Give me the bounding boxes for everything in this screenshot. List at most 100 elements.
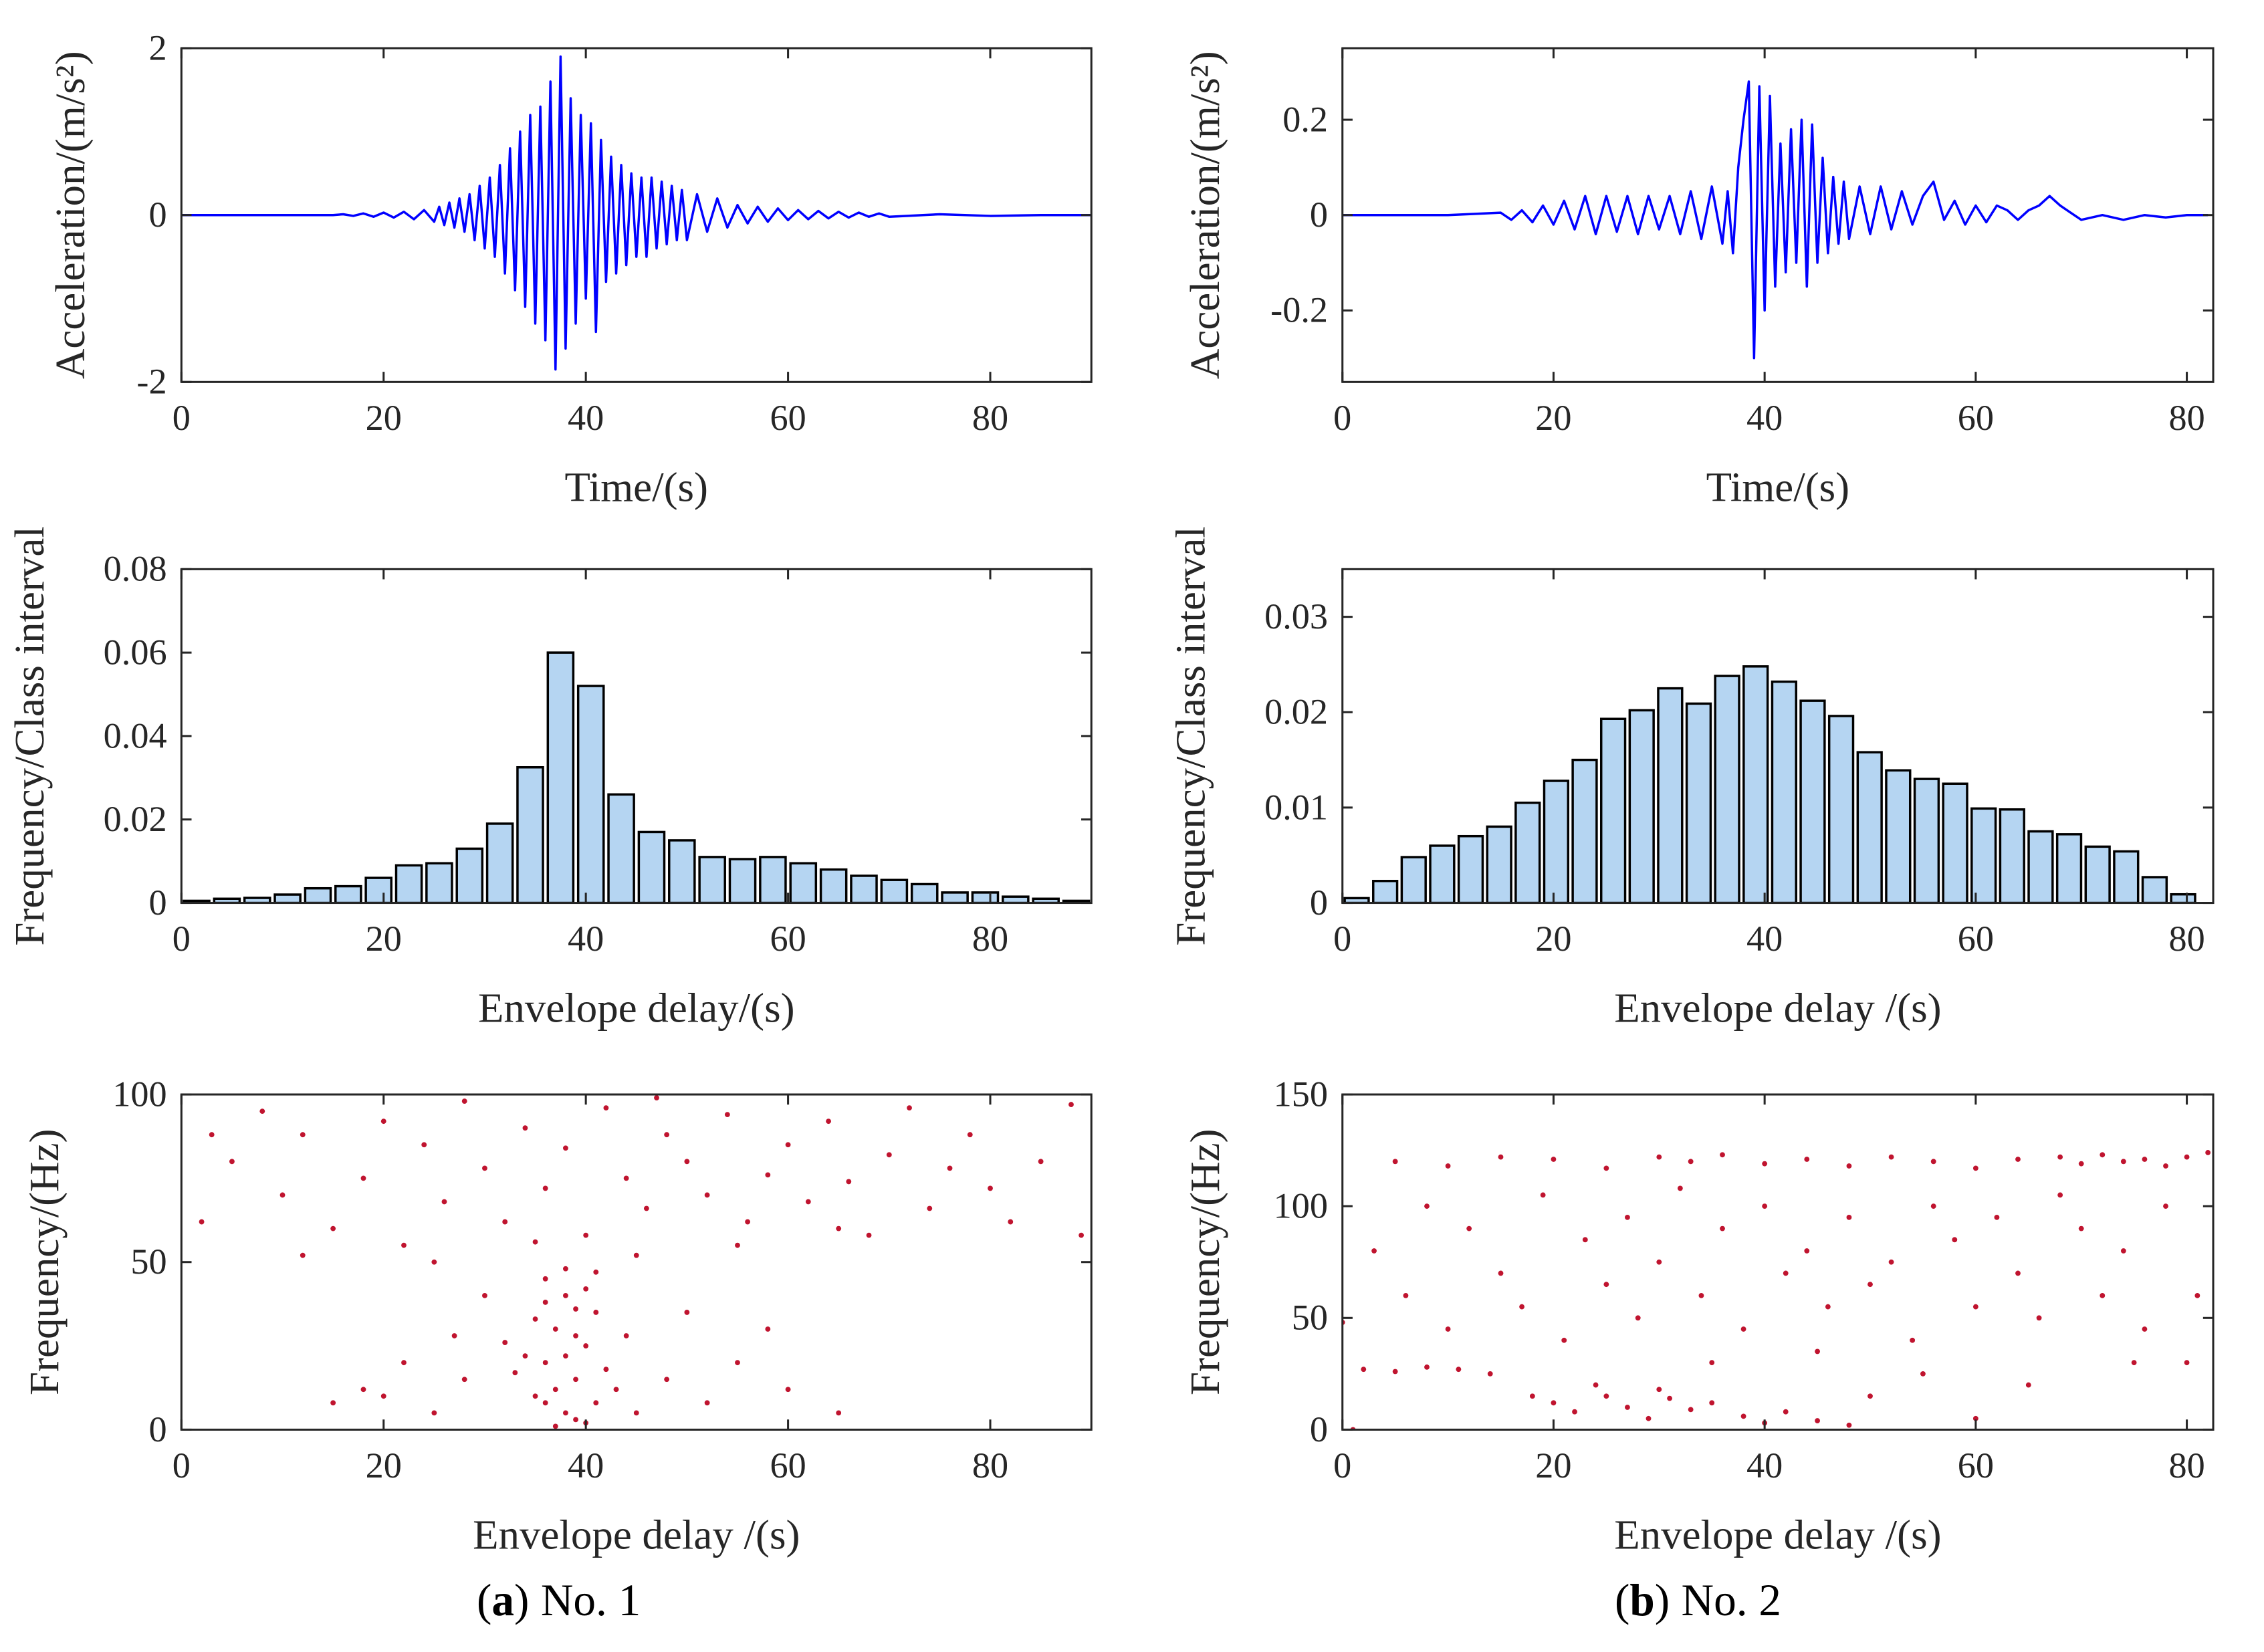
scatter-point <box>552 1423 558 1429</box>
scatter-point <box>542 1400 548 1406</box>
scatter-point <box>1972 1165 1978 1171</box>
caption-close: ) <box>1655 1575 1670 1625</box>
histogram-bar <box>1856 751 1883 903</box>
scatter-point <box>1656 1259 1662 1265</box>
scatter-point <box>1783 1409 1789 1415</box>
histogram-bar <box>2113 850 2140 903</box>
scatter-point <box>1635 1315 1641 1321</box>
histogram-bar <box>850 874 878 903</box>
scatter-point <box>542 1276 548 1282</box>
scatter-point <box>765 1326 771 1332</box>
histogram-bar <box>1514 802 1541 903</box>
y-tick-label: 0.04 <box>104 715 167 755</box>
scatter-point <box>633 1252 639 1258</box>
plot-area <box>181 55 1092 371</box>
scatter-point <box>613 1387 619 1393</box>
scatter-point <box>300 1132 306 1138</box>
caption-text: No. 1 <box>541 1575 641 1625</box>
x-tick-label: 0 <box>173 919 191 959</box>
y-tick-label: 0.01 <box>1264 787 1328 827</box>
histogram-bar <box>1372 879 1399 903</box>
x-tick-label: 0 <box>1333 398 1351 438</box>
scatter-point <box>593 1269 599 1275</box>
chart-panel: 0 20 40 60 80 0 50 100 Envelope delay /(s) Freque… <box>21 1074 1093 1558</box>
scatter-point <box>1720 1152 1725 1158</box>
scatter-point <box>826 1118 831 1125</box>
histogram-bar <box>1999 808 2025 903</box>
scatter-point <box>482 1292 487 1298</box>
x-tick-label: 40 <box>1746 919 1783 959</box>
histogram-bar <box>1714 675 1740 903</box>
y-tick-label: 50 <box>1292 1298 1328 1338</box>
histogram-bar <box>546 651 575 903</box>
chart-panel: 0 20 40 60 80 0 0.02 0.04 0.06 0.08 Envelope delay… <box>6 526 1093 1032</box>
scatter-point <box>886 1152 892 1158</box>
histogram-bar <box>759 856 787 903</box>
scatter-point <box>1972 1415 1978 1421</box>
scatter-point <box>1603 1165 1609 1171</box>
scatter-point <box>1529 1393 1535 1399</box>
x-tick-label: 40 <box>568 1445 604 1486</box>
scatter-point <box>1456 1367 1462 1373</box>
scatter-point <box>836 1225 842 1231</box>
histogram-bar <box>1685 702 1712 903</box>
scatter-point <box>2184 1154 2190 1160</box>
scatter-point <box>1519 1304 1524 1310</box>
histogram-bar <box>516 765 544 903</box>
scatter-point <box>2120 1159 2126 1165</box>
scatter-point <box>2078 1161 2084 1167</box>
histogram-bar <box>455 847 484 903</box>
scatter-point <box>1646 1415 1652 1421</box>
x-tick-label: 60 <box>770 919 806 959</box>
scatter-point <box>2205 1150 2211 1155</box>
scatter-point <box>2036 1315 2042 1321</box>
scatter-point <box>1593 1382 1599 1388</box>
scatter-point <box>704 1192 710 1198</box>
scatter-point <box>1392 1159 1398 1165</box>
scatter-point <box>1762 1161 1768 1167</box>
scatter-point <box>1740 1326 1746 1332</box>
histogram-bar <box>273 893 302 903</box>
scatter-point <box>1603 1393 1609 1399</box>
scatter-point <box>947 1165 953 1171</box>
scatter-point <box>502 1219 508 1225</box>
scatter-point <box>927 1205 933 1211</box>
scatter-point <box>1361 1367 1367 1373</box>
scatter-point <box>2015 1157 2021 1162</box>
histogram-bar <box>1032 897 1060 903</box>
scatter-point <box>1815 1348 1820 1354</box>
histogram-bar <box>1343 897 1370 903</box>
histogram-bar <box>607 793 635 903</box>
x-tick-label: 40 <box>568 398 604 438</box>
scatter-point <box>1688 1407 1694 1413</box>
caption-open: ( <box>1615 1575 1629 1625</box>
scatter-point <box>1371 1248 1377 1254</box>
histogram-bar <box>668 839 696 903</box>
x-axis-label: Time/(s) <box>565 463 709 510</box>
scatter-point <box>664 1132 670 1138</box>
x-tick-label: 20 <box>366 1445 402 1486</box>
y-tick-label: 0 <box>148 195 166 235</box>
scatter-point <box>1952 1237 1958 1243</box>
y-tick-label: 0 <box>148 1409 166 1449</box>
scatter-point <box>573 1417 578 1423</box>
scatter-point <box>2057 1192 2063 1198</box>
scatter-point <box>2100 1152 2106 1158</box>
plot-area <box>183 651 1091 903</box>
histogram-bar <box>1062 899 1091 903</box>
scatter-point <box>1572 1409 1577 1415</box>
scatter-point <box>785 1387 791 1393</box>
scatter-point <box>199 1219 205 1225</box>
histogram-bar <box>637 830 666 903</box>
scatter-point <box>563 1292 568 1298</box>
plot-area <box>1342 1150 2211 1430</box>
y-tick-label: 0.02 <box>104 799 167 839</box>
histogram-bar <box>576 685 605 903</box>
scatter-point <box>279 1192 286 1198</box>
scatter-point <box>451 1333 457 1338</box>
histogram-bar <box>334 884 362 903</box>
histogram-bar <box>1429 844 1456 903</box>
x-tick-label: 20 <box>366 398 402 438</box>
scatter-point <box>1740 1413 1746 1419</box>
scatter-point <box>1540 1192 1546 1198</box>
